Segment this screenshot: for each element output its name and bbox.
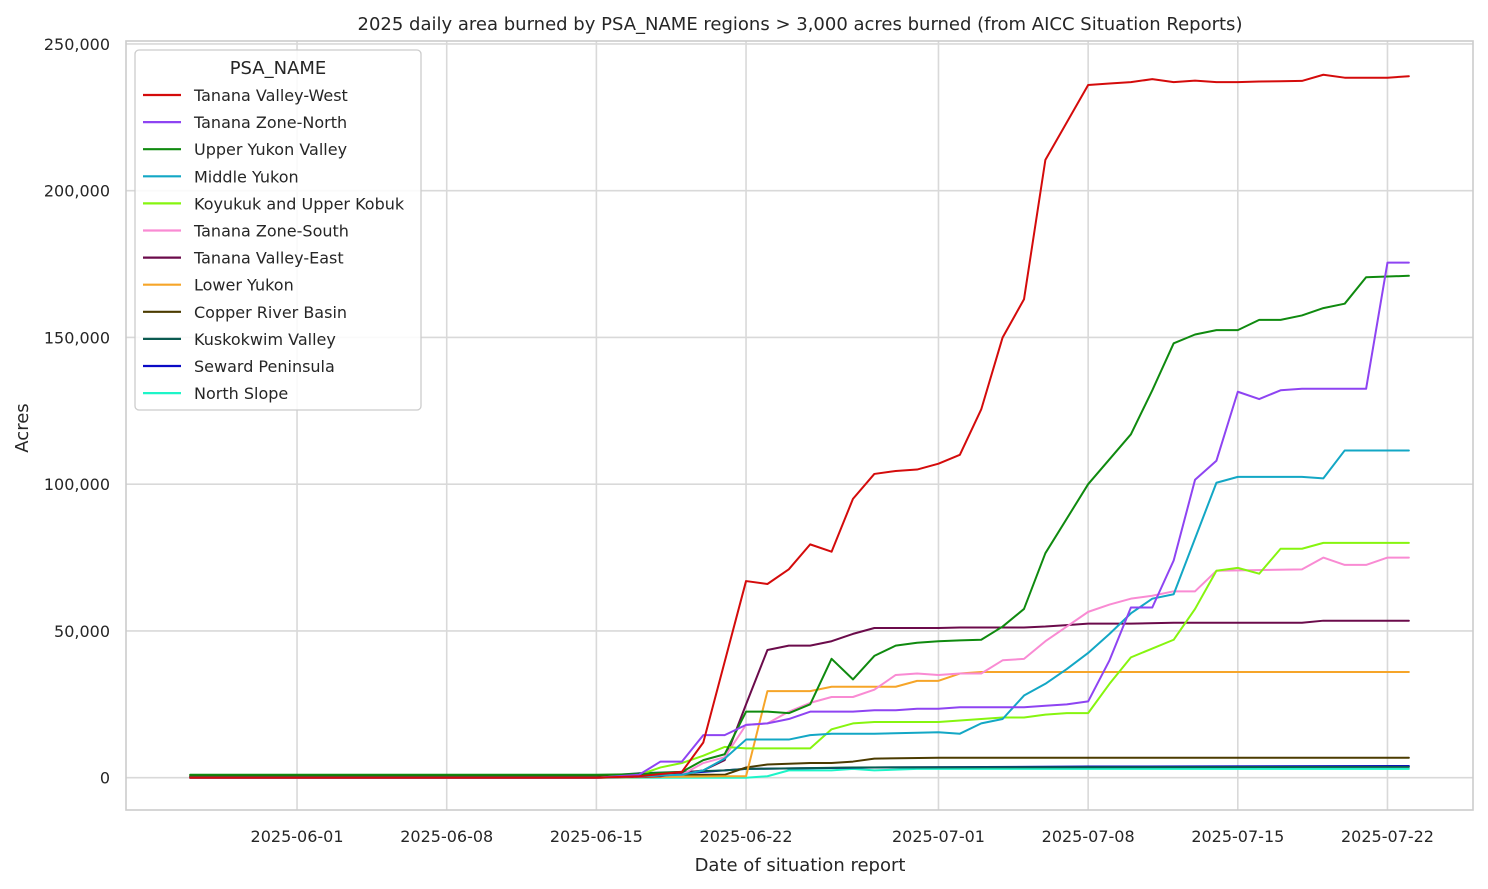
- legend-entry-copper-river-basin: Copper River Basin: [194, 303, 347, 322]
- y-axis-label: Acres: [12, 403, 33, 452]
- x-tick-label: 2025-07-22: [1341, 827, 1434, 846]
- legend-entry-tanana-valley-west: Tanana Valley-West: [193, 86, 348, 105]
- data-series: [189, 73, 1410, 779]
- legend-box: [134, 49, 422, 411]
- y-tick-label: 50,000: [54, 622, 110, 641]
- x-tick-label: 2025-06-08: [400, 827, 493, 846]
- legend-entry-seward-peninsula: Seward Peninsula: [194, 357, 335, 376]
- y-tick-label: 200,000: [44, 182, 110, 201]
- x-axis-label: Date of situation report: [695, 855, 906, 876]
- x-tick-labels: 2025-06-01 2025-06-08 2025-06-15 2025-06-22…: [251, 827, 1434, 846]
- series-line-lower-yukon: [189, 671, 1410, 779]
- x-tick-label: 2025-06-01: [251, 827, 344, 846]
- legend-entry-upper-yukon-valley: Upper Yukon Valley: [194, 140, 347, 159]
- y-tick-label: 100,000: [44, 475, 110, 494]
- x-tick-label: 2025-07-01: [892, 827, 985, 846]
- legend-entry-middle-yukon: Middle Yukon: [194, 167, 299, 186]
- x-tick-label: 2025-06-22: [700, 827, 793, 846]
- y-tick-label: 0: [100, 769, 110, 788]
- series-line-tanana-zone-north: [189, 261, 1410, 779]
- y-tick-label: 150,000: [44, 328, 110, 347]
- legend: PSA_NAME Tanana Valley-West Tanana Zone-N…: [134, 49, 422, 411]
- legend-entry-lower-yukon: Lower Yukon: [194, 276, 294, 295]
- series-line-middle-yukon: [189, 449, 1410, 779]
- legend-entry-north-slope: North Slope: [194, 384, 288, 403]
- legend-entry-tanana-valley-east: Tanana Valley-East: [193, 249, 344, 268]
- plot-frame: [125, 40, 1474, 811]
- legend-title: PSA_NAME: [230, 58, 327, 79]
- series-line-upper-yukon-valley: [189, 274, 1410, 776]
- legend-entry-tanana-zone-south: Tanana Zone-South: [193, 222, 349, 241]
- legend-entry-tanana-zone-north: Tanana Zone-North: [193, 113, 347, 132]
- x-tick-label: 2025-06-15: [550, 827, 643, 846]
- series-line-tanana-valley-west: [189, 73, 1410, 779]
- x-tick-label: 2025-07-08: [1042, 827, 1135, 846]
- series-line-koyukuk-and-upper-kobuk: [189, 541, 1410, 779]
- legend-entry-koyukuk-and-upper-kobuk: Koyukuk and Upper Kobuk: [194, 194, 405, 213]
- y-tick-label: 250,000: [44, 35, 110, 54]
- y-tick-labels: 0 50,000 100,000 150,000 200,000 250,000: [44, 35, 110, 788]
- series-line-north-slope: [189, 767, 1410, 779]
- chart-title: 2025 daily area burned by PSA_NAME regio…: [358, 14, 1243, 35]
- x-tick-label: 2025-07-15: [1191, 827, 1284, 846]
- legend-entry-kuskokwim-valley: Kuskokwim Valley: [194, 330, 336, 349]
